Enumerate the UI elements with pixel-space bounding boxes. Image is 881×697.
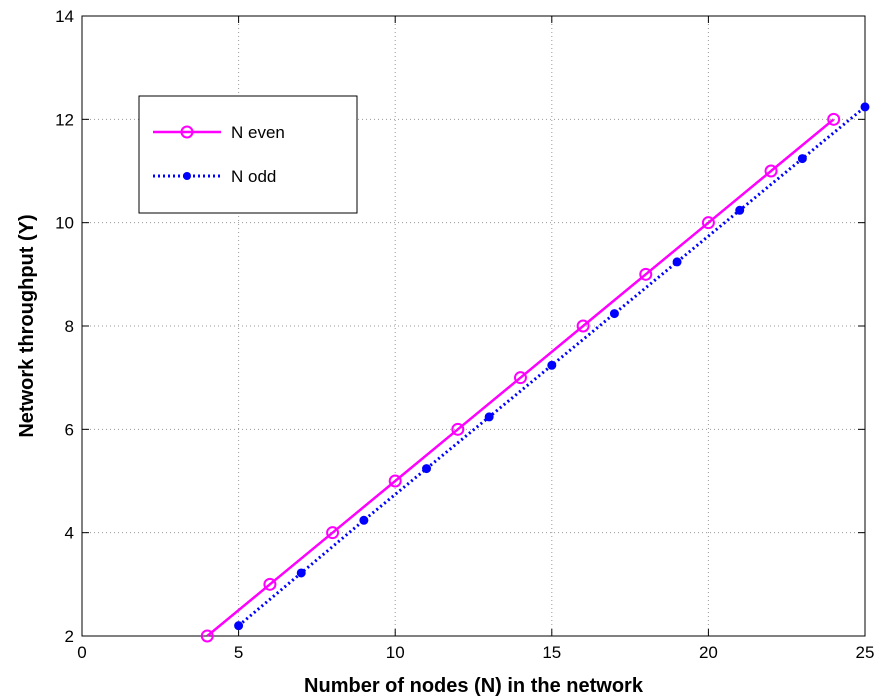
legend-marker-0	[180, 125, 194, 139]
data-point	[422, 464, 432, 474]
data-point	[200, 629, 214, 643]
legend-label-1: N odd	[231, 167, 276, 186]
x-tick-label: 25	[856, 643, 875, 662]
data-point	[451, 422, 465, 436]
data-point	[672, 257, 682, 267]
axis-ticks: 0 5 10 15 20 25 2 4 6 8 10 12 14	[55, 7, 874, 662]
x-tick-label: 10	[386, 643, 405, 662]
x-tick-label: 5	[234, 643, 243, 662]
data-point	[639, 267, 653, 281]
data-point	[484, 412, 494, 422]
data-point	[547, 360, 557, 370]
legend: N even N odd	[138, 95, 358, 214]
data-point	[513, 371, 527, 385]
y-tick-label: 4	[65, 524, 74, 543]
x-tick-label: 15	[542, 643, 561, 662]
y-tick-label: 8	[65, 317, 74, 336]
y-tick-label: 10	[55, 214, 74, 233]
y-axis-title: Network throughput (Y)	[16, 214, 38, 437]
data-point	[234, 621, 244, 631]
data-point	[326, 526, 340, 540]
data-point	[388, 474, 402, 488]
x-axis-title: Number of nodes (N) in the network	[304, 675, 644, 697]
y-tick-label: 2	[65, 627, 74, 646]
series-layer	[200, 102, 870, 643]
y-tick-label: 14	[55, 7, 74, 26]
data-point	[576, 319, 590, 333]
data-point	[827, 112, 841, 126]
data-point	[296, 568, 306, 578]
data-point	[735, 205, 745, 215]
legend-marker-1	[183, 172, 191, 180]
data-point	[860, 102, 870, 112]
legend-items: N even N odd	[153, 123, 285, 186]
data-point	[701, 216, 715, 230]
x-tick-label: 20	[699, 643, 718, 662]
y-tick-label: 12	[55, 110, 74, 129]
data-point	[764, 164, 778, 178]
data-point	[609, 309, 619, 319]
grid	[82, 16, 865, 636]
legend-label-0: N even	[231, 123, 285, 142]
y-tick-label: 6	[65, 420, 74, 439]
x-tick-label: 0	[77, 643, 86, 662]
data-point	[263, 577, 277, 591]
series-line-0	[206, 118, 835, 637]
data-point	[359, 515, 369, 525]
series-line-1	[237, 105, 866, 627]
data-point	[797, 154, 807, 164]
legend-box	[138, 95, 358, 214]
